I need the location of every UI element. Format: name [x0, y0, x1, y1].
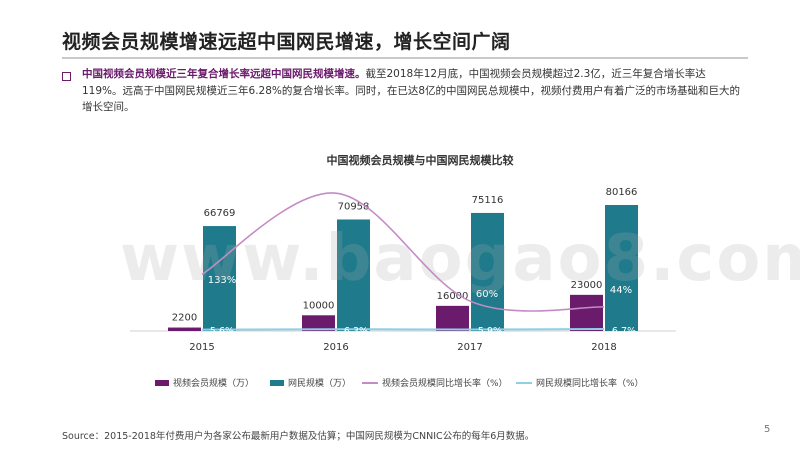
summary-text: 截至2018年12月底，中国视频会员规模超过2.3亿，近三年复合增长率达119%…	[82, 68, 741, 113]
chart-title: 中国视频会员规模与中国网民规模比较	[327, 153, 514, 167]
legend-members-swatch	[155, 380, 169, 386]
x-tick-label: 2016	[323, 342, 348, 353]
line-member-growth	[201, 192, 605, 312]
legend-netizens-swatch	[270, 380, 284, 386]
bar-members	[570, 294, 603, 331]
source-note: Source：2015-2018年付费用户为各家公布最新用户数据及估算；中国网民…	[62, 431, 535, 442]
bar-label-netizens: 75116	[472, 195, 504, 206]
legend-netizen-growth-label: 网民规模同比增长率（%）	[536, 377, 644, 389]
growth-label-netizens: 5.9%	[478, 326, 502, 337]
bar-netizens	[203, 226, 236, 331]
growth-label-netizens: 6.3%	[344, 326, 368, 337]
growth-label-members: 133%	[208, 275, 237, 286]
growth-label-members: 60%	[476, 289, 498, 300]
bar-members	[302, 315, 335, 331]
x-tick-label: 2015	[189, 342, 214, 353]
bar-label-members: 16000	[437, 291, 469, 302]
bar-netizens	[605, 205, 638, 331]
bar-label-members: 10000	[303, 300, 335, 311]
page-title: 视频会员规模增速远超中国网民增速，增长空间广阔	[62, 31, 511, 53]
legend-member-growth-label: 视频会员规模同比增长率（%）	[382, 377, 508, 389]
bar-members	[436, 305, 469, 331]
bar-label-netizens: 70958	[338, 201, 370, 212]
bar-label-netizens: 66769	[204, 208, 236, 219]
summary-highlight: 中国视频会员规模近三年复合增长率远超中国网民规模增速。	[82, 68, 366, 80]
x-tick-label: 2018	[591, 342, 616, 353]
legend-members-label: 视频会员规模（万）	[173, 377, 254, 389]
x-tick-label: 2017	[457, 342, 482, 353]
line-netizen-growth	[201, 327, 605, 331]
bullet-square-icon	[62, 72, 71, 81]
bar-label-members: 23000	[571, 280, 603, 291]
growth-label-members: 44%	[610, 285, 632, 296]
bar-netizens	[471, 212, 504, 331]
growth-label-netizens: 5.6%	[210, 326, 234, 337]
page-number: 5	[764, 424, 771, 435]
bar-label-netizens: 80166	[606, 187, 638, 198]
summary-paragraph: 中国视频会员规模近三年复合增长率远超中国网民规模增速。截至2018年12月底，中…	[82, 66, 742, 116]
bar-netizens	[337, 219, 370, 331]
legend-netizens-label: 网民规模（万）	[288, 378, 351, 389]
bar-label-members: 2200	[172, 313, 197, 324]
bar-members	[168, 327, 201, 331]
growth-label-netizens: 6.7%	[612, 326, 636, 337]
title-divider	[62, 57, 748, 59]
